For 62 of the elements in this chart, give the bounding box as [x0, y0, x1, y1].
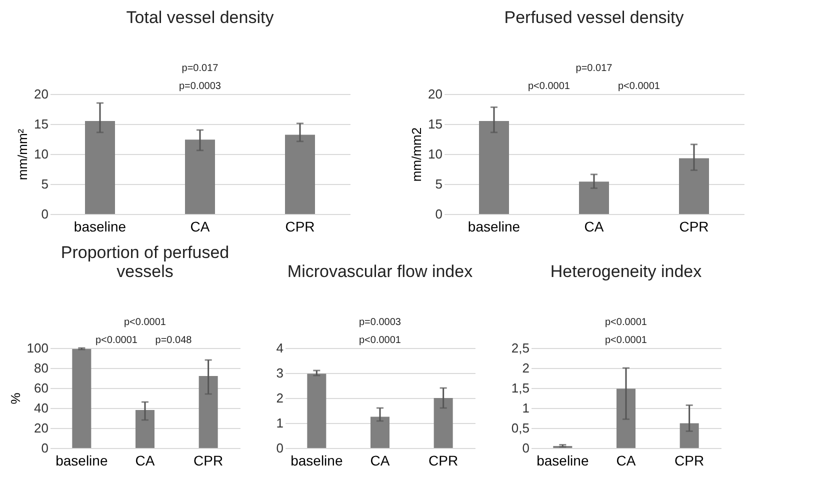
y-tick-label: 15 — [428, 116, 442, 132]
y-axis-title: mm/mm2 — [409, 127, 424, 182]
x-tick-label: CPR — [674, 452, 704, 468]
y-axis-title: % — [8, 392, 23, 404]
x-tick-label: CA — [584, 218, 604, 234]
x-tick-label: CA — [370, 452, 390, 468]
text: p<0.0001 — [359, 335, 402, 346]
y-tick-label: 0 — [522, 440, 530, 456]
y-tick-label: 15 — [34, 116, 48, 132]
x-tick-label: CA — [616, 452, 636, 468]
x-tick-label: CPR — [194, 452, 224, 468]
y-tick-label: 0 — [435, 206, 442, 222]
y-tick-label: 2 — [276, 390, 284, 406]
y-tick-label: 2,5 — [511, 340, 530, 356]
y-tick-label: 1,5 — [511, 380, 530, 396]
chart-title: Heterogeneity index — [550, 262, 702, 281]
chart-title: Total vessel density — [126, 8, 274, 27]
x-tick-label: CPR — [428, 452, 458, 468]
text: p<0.0001 — [605, 317, 648, 328]
y-tick-label: 60 — [34, 380, 48, 396]
y-tick-label: 80 — [34, 360, 48, 376]
text: p<0.0001 — [124, 317, 166, 328]
chart-title: Proportion of perfused vessels — [60, 243, 230, 281]
x-tick-label: CPR — [679, 218, 709, 234]
y-tick-label: 5 — [41, 176, 48, 192]
text: p=0.017 — [182, 63, 219, 74]
x-tick-label: baseline — [56, 452, 108, 468]
x-tick-label: CA — [135, 452, 156, 468]
x-tick-label: CA — [190, 218, 210, 234]
y-tick-label: 100 — [26, 340, 48, 356]
text: p<0.0001 — [605, 335, 648, 346]
x-tick-label: CPR — [285, 218, 315, 234]
x-tick-label: baseline — [290, 452, 343, 468]
y-tick-label: 20 — [34, 420, 48, 436]
text: p<0.0001 — [528, 81, 570, 92]
y-tick-label: 1 — [276, 416, 284, 430]
x-tick-label: baseline — [536, 452, 589, 468]
y-tick-label: 20 — [428, 86, 442, 102]
text: p<0.0001 — [618, 81, 660, 92]
y-tick-label: 2 — [522, 360, 530, 376]
y-tick-label: 5 — [435, 176, 442, 192]
y-tick-label: 1 — [522, 400, 530, 416]
y-tick-label: 0 — [276, 440, 284, 456]
text: p=0.048 — [155, 335, 192, 346]
y-tick-label: 0,5 — [511, 420, 530, 436]
y-tick-label: 40 — [34, 400, 48, 416]
y-tick-label: 20 — [34, 86, 48, 102]
chart-title: Perfused vessel density — [504, 8, 684, 27]
y-tick-label: 0 — [41, 440, 48, 456]
x-tick-label: baseline — [74, 218, 126, 234]
y-tick-label: 4 — [276, 340, 284, 356]
y-tick-label: 0 — [41, 206, 48, 222]
x-tick-label: baseline — [468, 218, 520, 234]
y-tick-label: 3 — [276, 366, 284, 380]
y-tick-label: 10 — [428, 146, 442, 162]
chart-title: Microvascular flow index — [287, 262, 474, 281]
text: p=0.0003 — [359, 317, 402, 328]
y-tick-label: 10 — [34, 146, 48, 162]
y-axis-title: mm/mm² — [15, 128, 30, 180]
text: p=0.017 — [576, 63, 613, 74]
text: p<0.0001 — [96, 335, 138, 346]
text: p=0.0003 — [179, 81, 222, 92]
